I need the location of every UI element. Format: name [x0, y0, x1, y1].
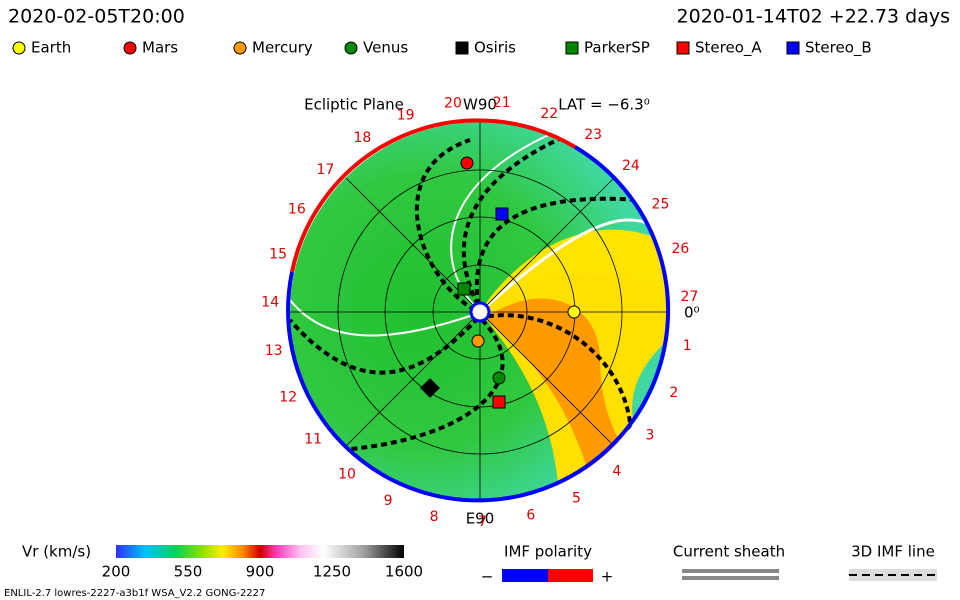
legend-marker — [123, 41, 137, 55]
rim-label: 19 — [397, 108, 415, 124]
imf-negative — [502, 569, 548, 582]
rim-label: 13 — [265, 343, 283, 359]
sheath-label: Current sheath — [673, 543, 785, 561]
rim-label: 4 — [612, 463, 621, 479]
parker-marker — [457, 282, 471, 296]
colorbar-ticks: 200 550 900 1250 1600 — [102, 563, 423, 581]
colorbar-tick: 1600 — [385, 563, 423, 581]
sun — [469, 301, 491, 323]
rim-label: 9 — [384, 493, 393, 509]
rim-negative — [290, 118, 577, 273]
rim-label: 14 — [261, 294, 279, 310]
rim-label: 17 — [317, 162, 335, 178]
venus-marker — [492, 371, 506, 385]
rim-label: 22 — [540, 106, 558, 122]
legend-marker — [455, 41, 469, 55]
latitude: LAT = −6.3⁰ — [558, 96, 650, 114]
rim-label: 2 — [669, 385, 678, 401]
rim-label: 27 — [681, 289, 699, 305]
legend-label: Mercury — [252, 39, 313, 57]
stereo-a-marker — [492, 395, 506, 409]
footer: ENLIL-2.7 lowres-2227-a3b1f WSA_V2.2 GON… — [4, 588, 265, 599]
rim-label: 20 — [444, 96, 462, 112]
rim-label: 16 — [288, 201, 306, 217]
rim-label: 11 — [304, 431, 322, 447]
zero-label: 0⁰ — [684, 304, 700, 322]
colorbar-tick: 200 — [102, 563, 131, 581]
legend-marker — [12, 41, 26, 55]
imf-minus: − — [481, 568, 494, 586]
imf-plus: + — [601, 568, 614, 586]
colorbar-tick: 1250 — [313, 563, 351, 581]
earth-marker — [567, 305, 581, 319]
rim-label: 7 — [478, 514, 487, 530]
rim-label: 23 — [584, 127, 602, 143]
mars-marker — [460, 156, 474, 170]
legend-label: Stereo_B — [805, 39, 872, 58]
legend-marker — [565, 41, 579, 55]
legend-label: Earth — [31, 39, 71, 57]
run-info: 2020-01-14T02 +22.73 days — [677, 6, 950, 28]
legend-label: Osiris — [474, 39, 516, 57]
imf-line — [477, 313, 633, 451]
colorbar-tick: 550 — [174, 563, 203, 581]
rim-label: 24 — [622, 158, 640, 174]
stereo-b-marker — [495, 207, 509, 221]
imf-line — [290, 299, 477, 337]
w90: W90 — [463, 96, 497, 114]
legend-label: Mars — [142, 39, 178, 57]
rim-label: 6 — [526, 508, 535, 524]
legend-label: Venus — [363, 39, 408, 57]
plot-title: Ecliptic Plane — [304, 96, 404, 114]
colorbar — [116, 545, 404, 558]
imf-line — [414, 138, 476, 312]
rim-positive — [286, 145, 671, 503]
rim-label: 26 — [671, 241, 689, 257]
rim-label: 3 — [645, 427, 654, 443]
rim-label: 8 — [430, 509, 439, 525]
imf-line — [290, 316, 480, 375]
legend-label: ParkerSP — [584, 39, 650, 57]
legend-marker — [786, 41, 800, 55]
sheath-sample — [682, 576, 779, 580]
time: 2020-02-05T20:00 — [8, 6, 185, 28]
rim-label: 25 — [652, 197, 670, 213]
legend-marker — [233, 41, 247, 55]
imf-label: IMF polarity — [504, 543, 592, 561]
legend: Earth Mars Mercury Venus Osiris ParkerSP Stere… — [12, 39, 872, 58]
rim-label: 15 — [269, 246, 287, 262]
legend-label: Stereo_A — [695, 39, 762, 58]
legend-marker — [344, 41, 358, 55]
mercury-marker — [471, 334, 485, 348]
rim-label: 12 — [279, 390, 297, 406]
imf-line-label: 3D IMF line — [851, 543, 935, 561]
sheath-sample — [682, 569, 779, 573]
osiris-marker — [420, 378, 440, 398]
e90: E90 — [466, 510, 495, 528]
imf-line — [474, 196, 641, 306]
colorbar-label: Vr (km/s) — [22, 543, 91, 561]
rim-label: 1 — [683, 338, 692, 354]
rim-label: 10 — [338, 467, 356, 483]
legend-marker — [676, 41, 690, 55]
rim-label: 18 — [353, 130, 371, 146]
rim-label: 5 — [572, 491, 581, 507]
colorbar-tick: 900 — [246, 563, 275, 581]
imf-positive — [548, 569, 593, 582]
imf-line — [461, 128, 581, 306]
rim-label: 21 — [493, 95, 511, 111]
